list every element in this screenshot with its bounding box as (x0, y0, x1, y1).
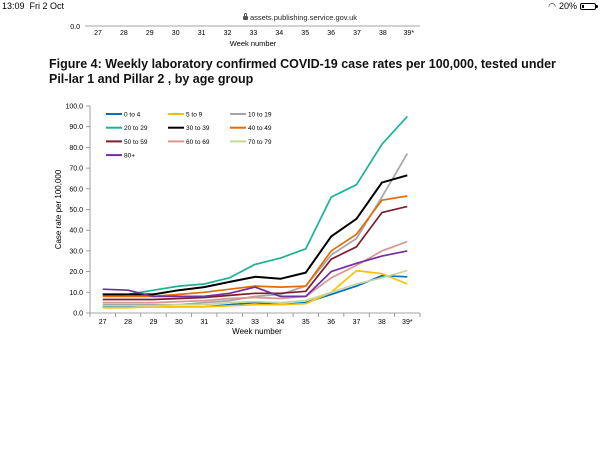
address-bar[interactable]: assets.publishing.service.gov.uk (0, 12, 600, 24)
y-tick-label: 50.0 (69, 207, 83, 214)
series-lines (102, 115, 409, 309)
x-tick-label: 35 (302, 319, 310, 326)
prev-x-tick-label: 34 (275, 30, 283, 37)
legend-label: 10 to 19 (248, 112, 272, 119)
legend-label: 50 to 59 (124, 139, 148, 146)
series-line-20-to-29 (102, 115, 408, 296)
status-bar: 13:09 Fri 2 Oct ◠ 20% (0, 0, 600, 12)
battery-icon (580, 2, 598, 10)
prev-x-tick-label: 38 (379, 30, 387, 37)
battery-fill (582, 4, 585, 8)
wifi-icon: ◠ (548, 1, 556, 11)
x-tick-label: 31 (200, 319, 208, 326)
y-tick-label: 10.0 (69, 290, 83, 297)
legend-label: 70 to 79 (248, 139, 272, 146)
legend-label: 60 to 69 (186, 139, 210, 146)
lock-icon (243, 13, 248, 20)
prev-x-tick-label: 32 (224, 30, 232, 37)
legend-label: 80+ (124, 153, 135, 160)
x-tick-label: 32 (226, 319, 234, 326)
legend-label: 0 to 4 (124, 112, 141, 119)
prev-x-tick-label: 30 (172, 30, 180, 37)
x-tick-label: 39* (402, 319, 413, 326)
battery-percent: 20% (558, 1, 577, 11)
series-line-50-to-59 (102, 205, 408, 301)
prev-x-axis-label: Week number (230, 39, 277, 48)
status-time: 13:09 (2, 1, 25, 11)
x-tick-label: 36 (327, 319, 335, 326)
figure-title: Figure 4: Weekly laboratory confirmed CO… (49, 57, 556, 86)
x-tick-label: 38 (378, 319, 386, 326)
prev-x-tick-label: 36 (327, 30, 335, 37)
y-tick-label: 30.0 (69, 248, 83, 255)
prev-x-ticks: 27 28 29 30 31 32 33 34 35 36 37 38 39* (94, 30, 414, 37)
y-tick-label: 70.0 (69, 166, 83, 173)
x-tick-label: 37 (353, 319, 361, 326)
series-line-30-to-39 (102, 174, 408, 296)
prev-x-tick-label: 28 (120, 30, 128, 37)
prev-x-tick-label: 33 (250, 30, 258, 37)
y-tick-label: 80.0 (69, 145, 83, 152)
previous-chart: 0.0 27 28 29 30 31 32 33 34 35 36 37 38 39* Week num… (70, 24, 420, 48)
y-tick-label: 100.0 (65, 104, 83, 111)
series-line-60-to-69 (102, 240, 408, 304)
prev-x-tick-label: 37 (353, 30, 361, 37)
series-line-80- (102, 250, 408, 298)
y-axis-label: Case rate per 100,000 (54, 169, 63, 249)
x-axis-label: Week number (232, 327, 282, 336)
legend-label: 20 to 29 (124, 125, 148, 132)
x-tick-label: 29 (150, 319, 158, 326)
prev-x-tick-label: 35 (301, 30, 309, 37)
y-tick-label: 90.0 (69, 124, 83, 131)
x-tick-label: 27 (99, 319, 107, 326)
legend: 0 to 4 5 to 9 10 to 19 20 to 29 30 to 39 40 t… (106, 112, 272, 160)
legend-label: 40 to 49 (248, 125, 272, 132)
y-tick-label: 20.0 (69, 269, 83, 276)
series-line-10-to-19 (102, 153, 409, 306)
x-axis: 27 28 29 30 31 32 33 34 35 36 37 38 39* (89, 312, 421, 326)
y-tick-label: 0.0 (73, 311, 83, 318)
y-axis: 0.0 10.0 20.0 30.0 40.0 50.0 60.0 70.0 80.0 90.0 1… (65, 104, 91, 318)
legend-label: 30 to 39 (186, 125, 210, 132)
prev-y-tick-label: 0.0 (70, 24, 80, 31)
status-date: Fri 2 Oct (29, 1, 65, 11)
x-tick-label: 34 (276, 319, 284, 326)
series-line-5-to-9 (102, 269, 408, 309)
series-line-70-to-79 (102, 269, 408, 307)
prev-x-tick-label: 29 (146, 30, 154, 37)
x-tick-label: 30 (175, 319, 183, 326)
x-tick-label: 28 (124, 319, 132, 326)
y-tick-label: 40.0 (69, 228, 83, 235)
x-tick-label: 33 (251, 319, 259, 326)
status-right: ◠ 20% (548, 0, 598, 12)
status-time-date: 13:09 Fri 2 Oct (2, 0, 64, 12)
url-text: assets.publishing.service.gov.uk (250, 13, 357, 22)
legend-label: 5 to 9 (186, 112, 203, 119)
prev-x-tick-label: 31 (198, 30, 206, 37)
prev-x-tick-label: 39* (404, 30, 415, 37)
prev-x-tick-label: 27 (94, 30, 102, 37)
y-tick-label: 60.0 (69, 186, 83, 193)
